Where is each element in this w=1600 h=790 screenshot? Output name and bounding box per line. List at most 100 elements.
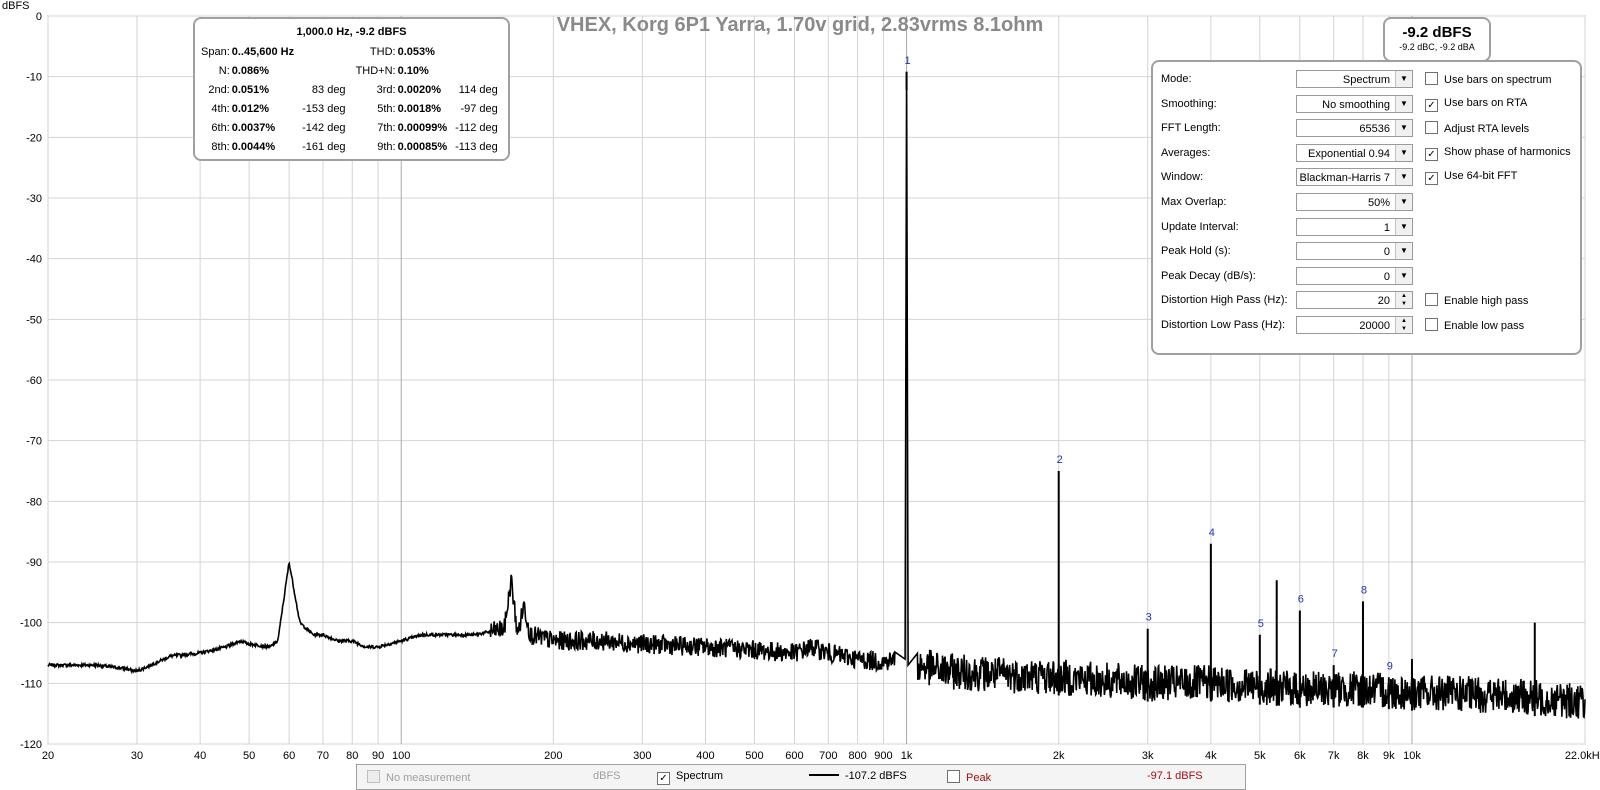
setting-checkbox[interactable]: ✓ Use 64-bit FFT <box>1425 170 1517 186</box>
distortion-row: 8th: 0.0044% -161 deg 9th: 0.00085% -113 deg <box>201 137 508 156</box>
distortion-value: 0.00099% <box>397 121 448 134</box>
x-tick-label: 80 <box>346 750 358 762</box>
setting-checkbox[interactable]: Enable low pass <box>1425 318 1524 332</box>
setting-checkbox[interactable]: ✓ Use bars on RTA <box>1425 97 1527 112</box>
y-tick-label: -70 <box>26 436 42 448</box>
checkbox-icon[interactable] <box>947 770 960 783</box>
distortion-value: 0.0018% <box>397 102 442 115</box>
distortion-phase: 83 deg <box>311 83 346 96</box>
setting-label: Peak Hold (s): <box>1161 245 1231 258</box>
setting-spinner[interactable]: 20000 ▲ ▼ <box>1296 316 1413 334</box>
distortion-phase: -161 deg <box>302 140 346 153</box>
checkmark-icon[interactable]: ✓ <box>657 772 670 785</box>
distortion-value: 0..45,600 Hz <box>231 45 295 58</box>
x-tick-label: 500 <box>745 750 763 762</box>
distortion-row: 4th: 0.012% -153 deg 5th: 0.0018% -97 deg <box>201 99 508 118</box>
spin-arrows-icon[interactable]: ▲ ▼ <box>1395 292 1412 309</box>
distortion-label: 3rd: <box>376 83 396 96</box>
setting-dropdown[interactable]: 65536 ▼ <box>1296 119 1413 138</box>
setting-value: 65536 <box>1359 123 1390 136</box>
setting-dropdown[interactable]: No smoothing ▼ <box>1296 94 1413 113</box>
checkbox-icon[interactable] <box>367 770 380 783</box>
harmonic-label: 2 <box>1057 454 1063 466</box>
chevron-down-icon[interactable]: ▼ <box>1395 267 1412 284</box>
setting-label: Update Interval: <box>1161 220 1239 233</box>
distortion-label: 2nd: <box>208 83 230 96</box>
legend-no-measurement-label: No measurement <box>386 772 471 784</box>
setting-value: 0 <box>1383 246 1390 259</box>
setting-dropdown[interactable]: 0 ▼ <box>1296 266 1413 285</box>
level-main: -9.2 dBFS <box>1402 24 1472 41</box>
distortion-label: 6th: <box>211 121 230 134</box>
level-readout: -9.2 dBFS -9.2 dBC, -9.2 dBA <box>1383 17 1491 62</box>
setting-checkbox[interactable]: Use bars on spectrum <box>1425 72 1552 86</box>
y-tick-label: -30 <box>26 193 42 205</box>
distortion-value: 0.10% <box>397 64 429 77</box>
chevron-down-icon[interactable]: ▼ <box>1395 71 1412 87</box>
distortion-phase <box>455 61 508 80</box>
checkbox-label: Use bars on RTA <box>1444 96 1528 109</box>
distortion-value: 0.00085% <box>397 140 448 153</box>
legend-no-measurement[interactable]: No measurement <box>367 770 470 784</box>
spin-arrows-icon[interactable]: ▲ ▼ <box>1395 317 1412 333</box>
legend-spectrum[interactable]: ✓ Spectrum <box>657 770 723 785</box>
y-axis-unit: dBFS <box>2 0 30 12</box>
level-weighted: -9.2 dBC, -9.2 dBA <box>1399 42 1475 52</box>
setting-dropdown[interactable]: Spectrum ▼ <box>1296 70 1413 88</box>
x-tick-label: 700 <box>819 750 837 762</box>
x-tick-label: 6k <box>1294 750 1306 762</box>
distortion-phase <box>302 42 355 61</box>
setting-value: Spectrum <box>1342 74 1390 86</box>
y-tick-label: -110 <box>21 678 42 690</box>
distortion-label: 4th: <box>211 102 230 115</box>
setting-label: Smoothing: <box>1161 97 1217 110</box>
y-tick-label: 0 <box>36 11 42 23</box>
chevron-down-icon[interactable]: ▼ <box>1395 243 1412 260</box>
harmonic-label: 3 <box>1146 612 1152 624</box>
x-tick-label: 50 <box>243 750 255 762</box>
setting-checkbox[interactable]: Enable high pass <box>1425 293 1528 307</box>
x-tick-label: 4k <box>1205 750 1217 762</box>
setting-dropdown[interactable]: Exponential 0.94 ▼ <box>1296 143 1413 162</box>
chevron-down-icon[interactable]: ▼ <box>1395 218 1412 235</box>
checkbox-icon[interactable] <box>1425 318 1438 331</box>
x-tick-label: 400 <box>696 750 714 762</box>
distortion-value: 0.053% <box>397 45 435 58</box>
distortion-label: 8th: <box>211 140 230 153</box>
chevron-down-icon[interactable]: ▼ <box>1395 144 1412 161</box>
y-tick-label: -40 <box>26 254 42 266</box>
checkbox-label: Enable high pass <box>1444 295 1529 308</box>
checkmark-icon[interactable]: ✓ <box>1425 147 1438 161</box>
chevron-down-icon[interactable]: ▼ <box>1395 120 1412 137</box>
distortion-value: 0.0037% <box>231 121 276 134</box>
distortion-label: 9th: <box>377 140 396 153</box>
y-tick-label: -80 <box>26 496 42 508</box>
y-tick-label: -100 <box>20 618 42 630</box>
legend-spectrum-value-text: -107.2 dBFS <box>845 770 907 782</box>
chevron-down-icon[interactable]: ▼ <box>1395 95 1412 112</box>
setting-checkbox[interactable]: ✓ Show phase of harmonics <box>1425 146 1571 161</box>
legend-peak[interactable]: Peak <box>947 770 991 784</box>
checkbox-icon[interactable] <box>1425 121 1438 135</box>
legend-spectrum-label: Spectrum <box>676 770 724 782</box>
setting-dropdown[interactable]: 0 ▼ <box>1296 242 1413 261</box>
setting-spinner[interactable]: 20 ▲ ▼ <box>1296 291 1413 310</box>
setting-dropdown[interactable]: Blackman-Harris 7 ▼ <box>1296 168 1413 187</box>
checkbox-icon[interactable] <box>1425 293 1438 307</box>
legend-spectrum-value: -107.2 dBFS <box>809 770 907 782</box>
checkmark-icon[interactable]: ✓ <box>1425 98 1438 112</box>
chevron-down-icon[interactable]: ▼ <box>1395 169 1412 186</box>
setting-checkbox[interactable]: Adjust RTA levels <box>1425 121 1529 135</box>
chevron-down-icon[interactable]: ▼ <box>1395 194 1412 210</box>
setting-label: FFT Length: <box>1161 122 1221 135</box>
checkbox-icon[interactable] <box>1425 72 1438 85</box>
x-tick-label: 90 <box>372 750 384 762</box>
setting-label: Mode: <box>1161 73 1192 85</box>
setting-dropdown[interactable]: 1 ▼ <box>1296 217 1413 236</box>
checkmark-icon[interactable]: ✓ <box>1425 172 1438 186</box>
y-tick-label: -90 <box>26 557 42 569</box>
setting-dropdown[interactable]: 50% ▼ <box>1296 193 1413 211</box>
distortion-readout-panel: 1,000.0 Hz, -9.2 dBFS Span: 0..45,600 Hz T… <box>193 17 510 161</box>
checkbox-label: Show phase of harmonics <box>1444 145 1571 158</box>
x-tick-label: 8k <box>1357 750 1369 762</box>
